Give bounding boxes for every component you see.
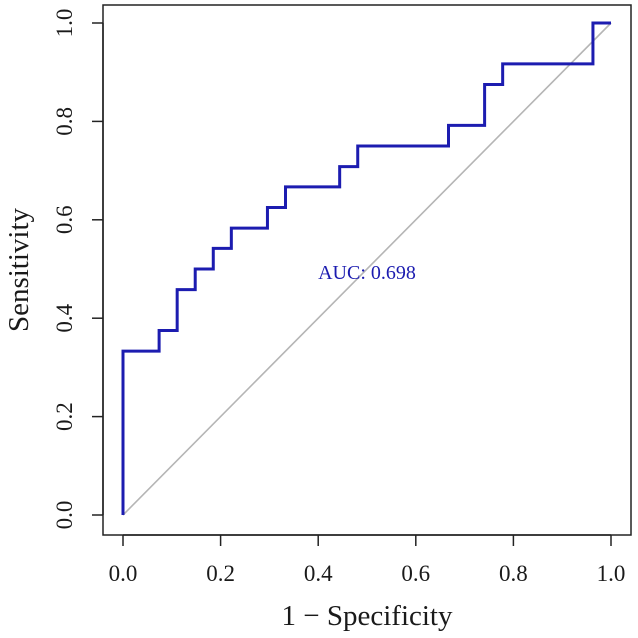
x-axis-title: 1 − Specificity xyxy=(282,600,453,632)
x-axis: 0.0 0.2 0.4 0.6 0.8 1.0 xyxy=(109,534,626,586)
x-tick-label: 0.6 xyxy=(401,561,430,586)
y-tick-label: 0.0 xyxy=(52,501,77,530)
x-tick-label: 0.2 xyxy=(206,561,235,586)
chance-diagonal-line xyxy=(122,22,612,516)
y-tick-label: 1.0 xyxy=(52,9,77,38)
x-tick-label: 1.0 xyxy=(597,561,626,586)
series-layer xyxy=(121,21,612,516)
x-tick-label: 0.4 xyxy=(304,561,333,586)
y-axis: 0.0 0.2 0.4 0.6 0.8 1.0 xyxy=(52,9,104,530)
x-tick-label: 0.0 xyxy=(109,561,138,586)
auc-annotation: AUC: 0.698 xyxy=(318,262,416,284)
x-tick-label: 0.8 xyxy=(499,561,528,586)
y-axis-title: Sensitivity xyxy=(3,207,35,332)
roc-curve-line xyxy=(121,21,611,515)
y-tick-label: 0.6 xyxy=(52,205,77,234)
y-tick-label: 0.4 xyxy=(52,303,77,332)
y-tick-label: 0.2 xyxy=(52,402,77,431)
y-tick-label: 0.8 xyxy=(52,107,77,136)
